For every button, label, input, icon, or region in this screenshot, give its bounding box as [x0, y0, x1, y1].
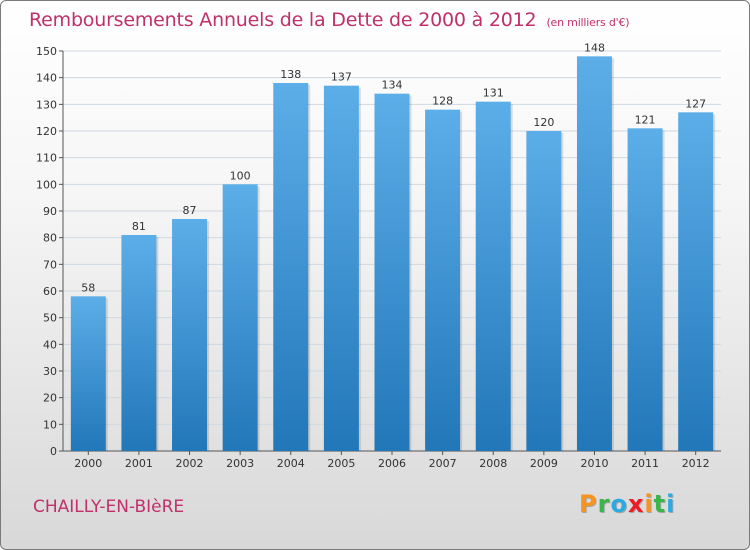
y-tick-label: 10	[43, 418, 57, 431]
bar-2008	[475, 101, 511, 452]
x-tick-label: 2009	[530, 457, 558, 470]
x-tick-label: 2010	[580, 457, 608, 470]
x-tick-label: 2012	[682, 457, 710, 470]
y-tick-label: 80	[43, 232, 57, 245]
proxiti-logo: Proxiti	[579, 490, 675, 518]
x-tick-label: 2008	[479, 457, 507, 470]
x-tick-label: 2007	[429, 457, 457, 470]
data-label: 58	[81, 281, 95, 294]
bar-2012	[678, 112, 714, 451]
y-tick-label: 70	[43, 258, 57, 271]
data-label: 138	[280, 68, 301, 81]
logo-letter: t	[653, 490, 667, 518]
bar-2003	[222, 184, 258, 452]
x-tick-label: 2003	[226, 457, 254, 470]
labels: 58 81 87 100 138 137 134 128 131 120 148 121 127	[81, 41, 706, 294]
y-tick-label: 150	[36, 45, 57, 58]
logo-letter: i	[666, 490, 676, 518]
chart-title: Remboursements Annuels de la Dette de 20…	[29, 9, 630, 31]
bar-2007	[425, 109, 461, 452]
bar-2010	[576, 56, 612, 451]
y-tick-label: 40	[43, 338, 57, 351]
chart-unit-note: (en milliers d'€)	[546, 16, 630, 29]
x-tick-label: 2004	[277, 457, 305, 470]
y-tick-label: 100	[36, 178, 57, 191]
y-tick-label: 20	[43, 392, 57, 405]
y-tick-label: 110	[36, 152, 57, 165]
bar-2011	[627, 128, 663, 451]
logo-letter: i	[644, 490, 654, 518]
bar-2001	[121, 235, 157, 451]
logo-letter: x	[627, 490, 645, 518]
bars	[70, 56, 716, 452]
data-label: 131	[483, 87, 504, 100]
logo-letter: o	[610, 490, 628, 518]
data-label: 81	[132, 220, 146, 233]
bar-2000	[70, 296, 106, 451]
city-name: CHAILLY-EN-BIèRE	[33, 497, 185, 517]
x-tick-label: 2005	[327, 457, 355, 470]
data-label: 148	[584, 41, 605, 54]
data-label: 137	[331, 71, 352, 84]
bar-2004	[273, 83, 309, 451]
bar-2006	[374, 93, 410, 452]
x-tick-label: 2002	[176, 457, 204, 470]
y-tick-label: 50	[43, 312, 57, 325]
y-tick-label: 90	[43, 205, 57, 218]
axes: 0 10 20 30 40 50 60 70 80 90 100 110 120 130 140 150 200…	[36, 45, 721, 470]
logo-letter: r	[597, 490, 611, 518]
x-tick-label: 2001	[125, 457, 153, 470]
data-label: 134	[382, 79, 403, 92]
y-tick-label: 60	[43, 285, 57, 298]
bar-2009	[526, 131, 562, 451]
bar-2005	[323, 85, 359, 452]
y-tick-label: 120	[36, 125, 57, 138]
x-tick-label: 2000	[74, 457, 102, 470]
data-label: 87	[183, 204, 197, 217]
logo-letter: P	[579, 490, 598, 518]
chart-title-text: Remboursements Annuels de la Dette de 20…	[29, 9, 537, 31]
y-tick-label: 140	[36, 72, 57, 85]
data-label: 121	[635, 113, 656, 126]
data-label: 127	[685, 97, 706, 110]
x-tick-label: 2011	[631, 457, 659, 470]
data-label: 120	[533, 116, 554, 129]
x-tick-label: 2006	[378, 457, 406, 470]
data-label: 128	[432, 95, 453, 108]
bar-2002	[172, 219, 208, 451]
y-tick-label: 130	[36, 98, 57, 111]
y-tick-label: 30	[43, 365, 57, 378]
data-label: 100	[230, 169, 251, 182]
y-tick-label: 0	[50, 445, 57, 458]
